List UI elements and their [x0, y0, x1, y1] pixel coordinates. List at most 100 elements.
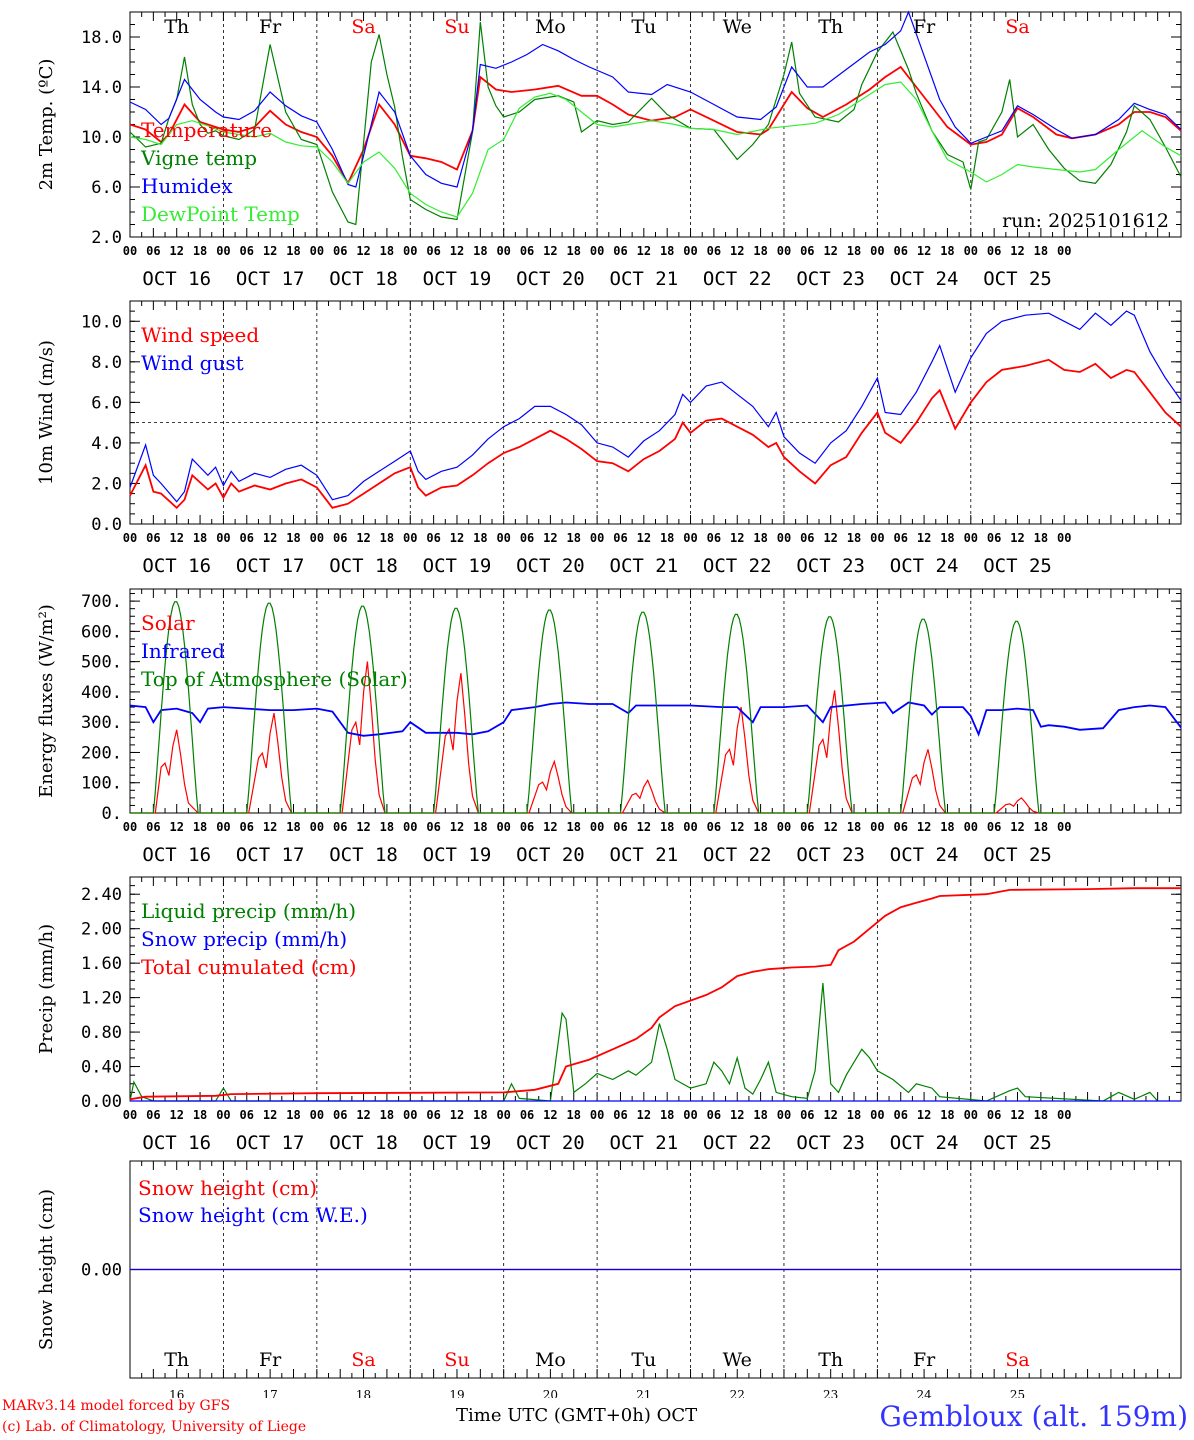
y-tick-label: 1.20	[81, 989, 122, 1009]
hour-tick-label: 18	[380, 1108, 394, 1122]
hour-tick-label: 12	[169, 820, 183, 834]
legend-entry: Top of Atmosphere (Solar)	[141, 667, 408, 691]
date-label: OCT 16	[142, 844, 211, 866]
weekday-label: Sa	[351, 1349, 375, 1371]
date-label: OCT 19	[423, 268, 492, 290]
y-tick-label: 4.0	[91, 434, 122, 454]
hour-tick-label: 18	[473, 244, 487, 258]
hour-tick-label: 18	[380, 531, 394, 545]
legend-entry: Infrared	[141, 639, 225, 663]
y-tick-label: 2.0	[91, 474, 122, 494]
hour-tick-label: 12	[917, 1108, 931, 1122]
hour-tick-label: 18	[567, 244, 581, 258]
hour-tick-label: 00	[964, 244, 978, 258]
hour-tick-label: 06	[707, 820, 721, 834]
date-label: OCT 22	[703, 844, 772, 866]
hour-tick-label: 06	[894, 1108, 908, 1122]
y-tick-label: 2.0	[91, 228, 122, 248]
hour-tick-label: 12	[263, 820, 277, 834]
day-number-label: 23	[823, 1388, 838, 1398]
hour-tick-label: 12	[169, 244, 183, 258]
hour-tick-label: 06	[520, 1108, 534, 1122]
panel-3: 0. 100. 200. 300. 400. 500. 600. 700. Energy flu…	[36, 588, 1182, 866]
hour-tick-label: 12	[823, 244, 837, 258]
hour-tick-label: 00	[403, 531, 417, 545]
hour-tick-label: 12	[450, 820, 464, 834]
hour-tick-label: 06	[894, 531, 908, 545]
panel-4: 0.00 0.40 0.80 1.20 1.60 2.00 2.40 Precip (mm/h…	[36, 876, 1182, 1154]
copyright-credit: (c) Lab. of Climatology, University of L…	[2, 1419, 307, 1435]
y-tick-label: 100.	[81, 774, 122, 794]
hour-tick-label: 06	[707, 531, 721, 545]
hour-tick-label: 18	[193, 531, 207, 545]
y-tick-label: 14.0	[81, 78, 122, 98]
y-tick-label: 200.	[81, 743, 122, 763]
hour-tick-label: 12	[637, 1108, 651, 1122]
hour-tick-label: 12	[356, 244, 370, 258]
hour-tick-label: 12	[1010, 531, 1024, 545]
hour-tick-label: 06	[800, 1108, 814, 1122]
date-label: OCT 23	[796, 268, 865, 290]
hour-tick-label: 18	[847, 244, 861, 258]
hour-tick-label: 00	[590, 1108, 604, 1122]
hour-tick-label: 00	[310, 244, 324, 258]
hour-tick-label: 18	[1034, 531, 1048, 545]
y-tick-label: 10.0	[81, 312, 122, 332]
hour-tick-label: 06	[240, 820, 254, 834]
y-tick-label: 10.0	[81, 128, 122, 148]
hour-tick-label: 06	[987, 244, 1001, 258]
hour-tick-label: 12	[356, 531, 370, 545]
hour-tick-label: 00	[310, 820, 324, 834]
date-label: OCT 18	[329, 268, 398, 290]
weekday-label: Sa	[1005, 16, 1029, 38]
hour-tick-label: 00	[590, 244, 604, 258]
date-label: OCT 17	[236, 844, 305, 866]
hour-tick-label: 18	[660, 820, 674, 834]
y-tick-label: 400.	[81, 683, 122, 703]
y-tick-label: 700.	[81, 592, 122, 612]
date-label: OCT 23	[796, 1132, 865, 1154]
hour-tick-label: 12	[450, 1108, 464, 1122]
hour-tick-label: 00	[496, 820, 510, 834]
date-label: OCT 20	[516, 268, 585, 290]
hour-tick-label: 06	[333, 820, 347, 834]
date-label: OCT 21	[610, 844, 679, 866]
hour-tick-label: 06	[333, 244, 347, 258]
hour-tick-label: 00	[1057, 1108, 1071, 1122]
legend-entry: Snow height (cm W.E.)	[138, 1203, 368, 1227]
weekday-label: Mo	[535, 1349, 566, 1371]
weekday-label: Fr	[913, 16, 936, 38]
hour-tick-label: 12	[637, 244, 651, 258]
hour-tick-label: 12	[637, 531, 651, 545]
hour-tick-label: 00	[777, 820, 791, 834]
date-label: OCT 20	[516, 844, 585, 866]
weekday-label: Fr	[259, 16, 282, 38]
y-axis-label: Snow height (cm)	[36, 1189, 57, 1350]
hour-tick-label: 18	[940, 244, 954, 258]
hour-tick-label: 18	[1034, 820, 1048, 834]
hour-tick-label: 18	[753, 820, 767, 834]
hour-tick-label: 06	[240, 244, 254, 258]
date-label: OCT 16	[142, 555, 211, 577]
hour-tick-label: 12	[543, 531, 557, 545]
date-label: OCT 25	[983, 844, 1052, 866]
hour-tick-label: 12	[637, 820, 651, 834]
day-number-label: 20	[543, 1388, 558, 1398]
y-tick-label: 0.	[102, 804, 122, 824]
date-label: OCT 21	[610, 268, 679, 290]
legend-entry: Liquid precip (mm/h)	[141, 899, 356, 923]
date-label: OCT 16	[142, 1132, 211, 1154]
station-name: Gembloux (alt. 159m)	[879, 1400, 1189, 1433]
hour-tick-label: 00	[496, 244, 510, 258]
hour-tick-label: 00	[1057, 820, 1071, 834]
date-label: OCT 25	[983, 268, 1052, 290]
hour-tick-label: 00	[590, 531, 604, 545]
hour-tick-label: 12	[543, 244, 557, 258]
hour-tick-label: 00	[590, 820, 604, 834]
day-number-label: 25	[1010, 1388, 1025, 1398]
hour-tick-label: 00	[310, 1108, 324, 1122]
hour-tick-label: 00	[496, 531, 510, 545]
hour-tick-label: 00	[683, 820, 697, 834]
y-axis-label: 2m Temp. (ºC)	[36, 59, 57, 191]
hour-tick-label: 18	[660, 1108, 674, 1122]
